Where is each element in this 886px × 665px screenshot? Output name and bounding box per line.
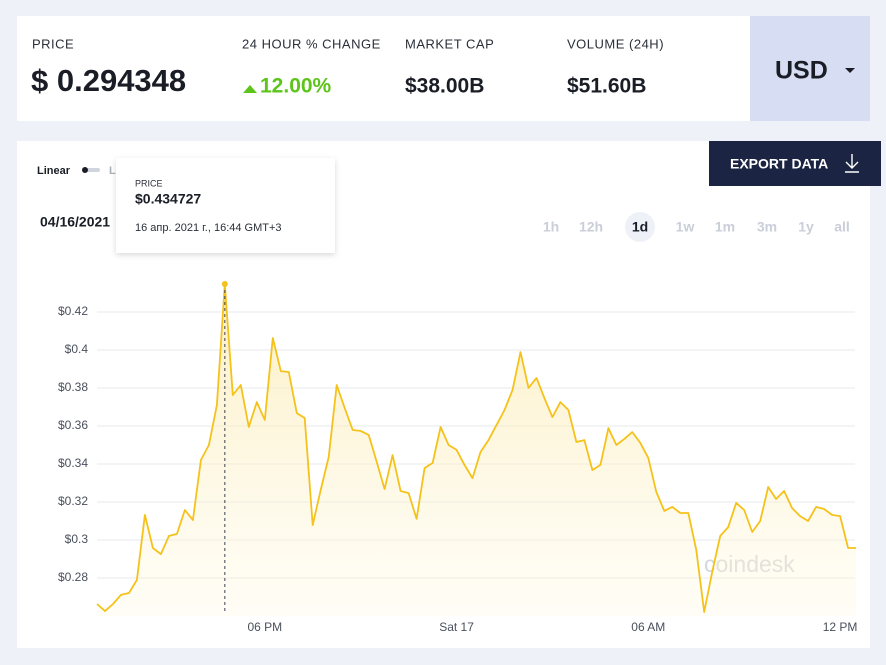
- y-tick-label: $0.3: [65, 532, 89, 546]
- range-button[interactable]: 1y: [798, 219, 814, 235]
- tooltip-box: [116, 158, 335, 253]
- range-button[interactable]: 1h: [543, 219, 559, 235]
- export-text[interactable]: EXPORT DATA: [730, 156, 828, 172]
- y-tick-label: $0.32: [58, 494, 88, 508]
- x-tick-label: 06 PM: [247, 620, 282, 634]
- range-button[interactable]: all: [834, 219, 850, 235]
- hover-point: [221, 281, 228, 288]
- y-tick-label: $0.34: [58, 456, 88, 470]
- market-cap-value: $38.00B: [405, 75, 484, 98]
- x-tick-label: Sat 17: [439, 620, 474, 634]
- price-value: $ 0.294348: [31, 63, 186, 98]
- price-label: PRICE: [32, 36, 74, 51]
- price-line: [96, 283, 857, 613]
- plot: $0.28 $0.3 $0.32 $0.34 $0.36 $0.38 $0.4 $0.42 06…: [58, 281, 857, 634]
- y-tick-label: $0.4: [65, 342, 89, 356]
- toggle-knob[interactable]: [82, 167, 88, 173]
- currency-text[interactable]: USD: [775, 57, 828, 85]
- volume-label: VOLUME (24H): [567, 36, 664, 51]
- tooltip-date: 16 апр. 2021 г., 16:44 GMT+3: [135, 222, 282, 234]
- range-button[interactable]: 12h: [579, 219, 603, 235]
- range-button[interactable]: 1w: [676, 219, 695, 235]
- volume-value: $51.60B: [567, 75, 646, 98]
- y-tick-label: $0.38: [58, 380, 88, 394]
- dropdown-caret[interactable]: [845, 68, 855, 73]
- price-area: [97, 284, 857, 616]
- tooltip-label: PRICE: [135, 178, 163, 188]
- tooltip-value: $0.434727: [135, 191, 201, 207]
- x-tick-label: 12 PM: [823, 620, 858, 634]
- change-label: 24 HOUR % CHANGE: [242, 36, 381, 51]
- market-cap-label: MARKET CAP: [405, 36, 494, 51]
- tooltip: [116, 158, 335, 253]
- download-icon[interactable]: [845, 154, 859, 173]
- scale-option[interactable]: Linear: [37, 165, 71, 177]
- header-card: [17, 16, 750, 121]
- range-button[interactable]: 1m: [715, 219, 735, 235]
- y-tick-label: $0.36: [58, 418, 88, 432]
- range-buttons: 1h 12h 1d 1w 1m 3m 1y all: [543, 219, 850, 235]
- range-button[interactable]: 1d: [632, 219, 648, 235]
- x-tick-label: 06 AM: [631, 620, 665, 634]
- up-arrow: [243, 85, 257, 93]
- range-selected-bg: [625, 212, 655, 242]
- y-tick-label: $0.42: [58, 304, 88, 318]
- y-tick-label: $0.28: [58, 570, 88, 584]
- range-button[interactable]: 3m: [757, 219, 777, 235]
- change-value: 12.00%: [260, 75, 332, 98]
- date-range: 04/16/2021: [40, 214, 110, 230]
